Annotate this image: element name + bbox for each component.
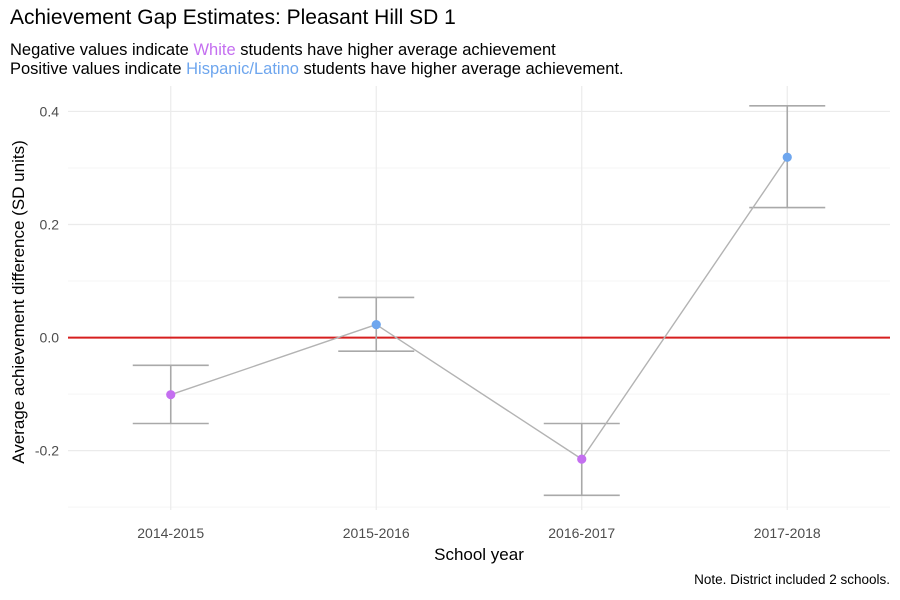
x-tick-labels: 2014-2015 2015-2016 2016-2017 2017-2018 — [137, 525, 821, 541]
subtitle-line-positive: Positive values indicate Hispanic/Latino… — [10, 60, 624, 79]
subtitle-line2-prefix: Positive values indicate — [10, 60, 187, 78]
subtitle-line1-prefix: Negative values indicate — [10, 41, 194, 59]
x-axis-title: School year — [434, 545, 524, 564]
x-tick-label: 2015-2016 — [343, 525, 410, 541]
subtitle-line2-suffix: students have higher average achievement… — [298, 60, 624, 78]
x-tick-label: 2014-2015 — [137, 525, 204, 541]
grid-lines — [68, 86, 890, 510]
error-bars — [132, 104, 826, 497]
y-axis-title: Average achievement difference (SD units… — [9, 140, 28, 464]
y-tick-label: -0.2 — [35, 443, 59, 459]
data-point — [577, 454, 587, 464]
data-point — [166, 390, 176, 400]
y-tick-label: 0.4 — [40, 103, 60, 119]
legend-hispanic-label: Hispanic/Latino — [186, 60, 299, 78]
data-point — [371, 319, 381, 330]
chart-subtitle: Negative values indicate White students … — [10, 41, 624, 79]
chart-title: Achievement Gap Estimates: Pleasant Hill… — [10, 6, 456, 29]
data-point — [782, 152, 792, 162]
y-tick-label: 0.0 — [40, 330, 60, 346]
chart-caption: Note. District included 2 schools. — [694, 572, 890, 587]
x-tick-label: 2017-2018 — [754, 525, 821, 541]
y-tick-labels: -0.2 0.0 0.2 0.4 — [35, 103, 59, 458]
data-points — [166, 152, 792, 464]
subtitle-line1-suffix: students have higher average achievement — [235, 41, 556, 59]
y-tick-label: 0.2 — [40, 217, 60, 233]
subtitle-line-negative: Negative values indicate White students … — [10, 41, 624, 60]
series-line — [170, 156, 788, 461]
legend-white-label: White — [193, 41, 236, 59]
x-tick-label: 2016-2017 — [548, 525, 615, 541]
